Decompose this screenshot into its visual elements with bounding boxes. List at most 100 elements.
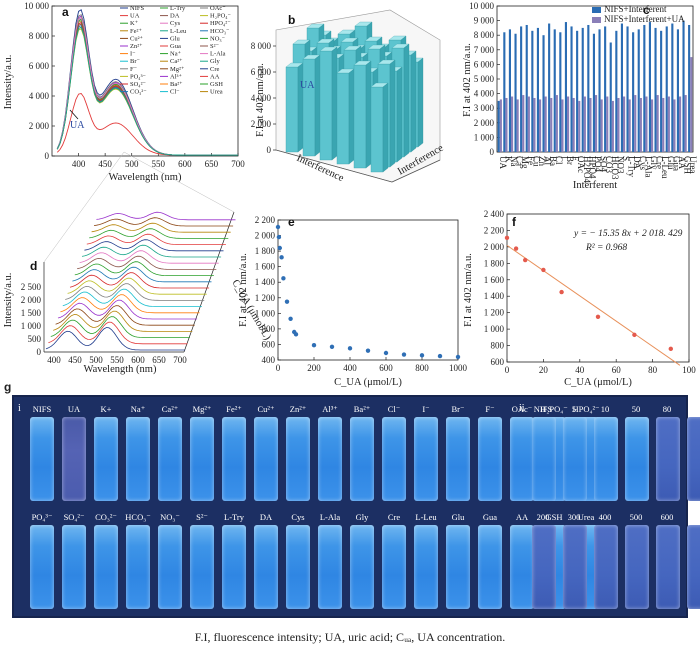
vial: 200 [530,511,556,609]
bar-nifs-interferent-ua [645,96,648,152]
x-tick-label-a: 600 [178,159,192,169]
waterfall-curve [79,250,219,264]
fit-line [506,244,681,366]
panel-label-f: f [512,215,517,229]
legend-entry-a: Br⁻ [130,58,141,65]
bar-nifs-interferent-ua [611,100,614,152]
vial: Cys [284,511,312,609]
vial-label: HPO₄²⁻ [572,404,600,414]
bar-nifs-interferent-ua [522,95,525,152]
bar-nifs-interferent-ua [651,99,654,152]
data-point-e [455,354,461,360]
vial-label: 50 [631,404,641,414]
bar-nifs-interferent [598,29,601,152]
bar-3d-front [336,72,350,165]
vial: PO₄³⁻ [28,511,56,609]
vial: 100 [685,403,700,501]
bar-nifs-interferent-ua [550,97,553,152]
y-tick-label-c: 6 000 [474,59,495,69]
panel-label-g: g [4,380,12,394]
vial: Ba²⁺ [348,403,376,501]
vial-label: Ca²⁺ [161,404,179,414]
y-axis-label-a: Intensity/a.u. [3,55,14,110]
vial-label: Cu²⁺ [257,404,275,414]
vial-glass [350,525,374,609]
legend-entry-a: Na⁺ [170,51,182,58]
bar-nifs-interferent [676,29,679,152]
category-label-c: Ca [515,156,525,166]
vial: Br⁻ [444,403,472,501]
vial-glass [94,525,118,609]
vial-label: GSH [545,512,563,522]
x-tick-label-a: 400 [72,159,86,169]
vial-glass [350,417,374,501]
bar-nifs-interferent-ua [679,96,682,152]
x-tick-label-d: 600 [131,355,145,365]
waterfall-curve [69,272,210,289]
y-tick-label-c: 5 000 [474,74,495,84]
y-tick-label-d: 500 [28,334,42,344]
vial: Cre [380,511,408,609]
panel-c: F.I at 402 nm/a.u. Interferent 0 1 000 2 0… [462,1,698,191]
y-tick-label-c: 4 000 [474,89,495,99]
y-tick-label-d: 1 000 [21,321,42,331]
vial-label: Fe²⁺ [226,404,242,414]
category-label-c: SO4 [599,156,609,173]
vial-glass [190,417,214,501]
bar-nifs-interferent-ua [555,95,558,152]
vial-glass [318,417,342,501]
x-tick-label-a: 650 [205,159,219,169]
vial: 300 [561,511,587,609]
y-tick-label-d: 1 500 [21,308,42,318]
bar-nifs-interferent [508,29,511,152]
vial-label: H₂PO₄⁻ [540,404,568,414]
data-point-f [504,235,510,241]
bar-nifs-interferent-ua [628,99,631,152]
vial-label: AA [515,512,529,522]
legend-entry-a: Ca²⁺ [170,58,183,65]
category-label-c: S [621,156,631,161]
waterfall-curve [86,233,226,245]
data-point-e [293,332,299,337]
vial: NIFS [28,403,56,501]
panel-label-e: e [288,215,295,229]
x-tick-label-f: 60 [612,365,622,375]
vial-glass [158,417,182,501]
x-tick-label-e: 200 [307,363,321,373]
ua-arrow-a [69,109,79,120]
x-axis-label-d: Wavelength (nm) [84,364,157,375]
vial-label: PO₄³⁻ [31,512,53,522]
vial: Glu [444,511,472,609]
legend-swatch-c [592,7,601,13]
vial: Mg²⁺ [188,403,216,501]
ua-annotation-b: UA [300,80,315,91]
bar-3d-side [403,43,410,158]
vial: Fe²⁺ [220,403,248,501]
y-tick-label-f: 800 [491,341,505,351]
bar-3d-side [314,54,321,157]
legend-entry-a: Gly [210,58,221,65]
vial: 600 [654,511,680,609]
vial-glass [62,525,86,609]
vial-glass [532,417,556,501]
vial: NO₃⁻ [156,511,184,609]
y-tick-label-f: 1 200 [484,308,505,318]
vial-glass [687,417,700,501]
waterfall-curve [50,316,190,338]
legend-entry-a: Glu [170,35,181,42]
data-point-e [311,343,317,348]
y-tick-label-e: 2 200 [255,215,276,225]
panel-label-c: c [643,3,650,17]
legend-entry-a: Zn²⁺ [130,43,143,50]
legend-entry-a: OAc⁻ [210,5,226,12]
bar-nifs-interferent [525,24,528,153]
panel-f: F.I at 402 nm/a.u. C_UA (μmol/L) y = − 1… [463,209,696,388]
bar-nifs-interferent [643,24,646,153]
x-tick-label-f: 100 [682,365,696,375]
data-point-e [279,255,284,260]
y-tick-label-e: 1 400 [255,277,276,287]
category-label-c: Br [565,156,575,165]
bar-nifs-interferent-ua [544,96,547,152]
legend-entry-a: HPO₄²⁻ [210,20,231,27]
legend-entry-a: UA [130,13,140,20]
